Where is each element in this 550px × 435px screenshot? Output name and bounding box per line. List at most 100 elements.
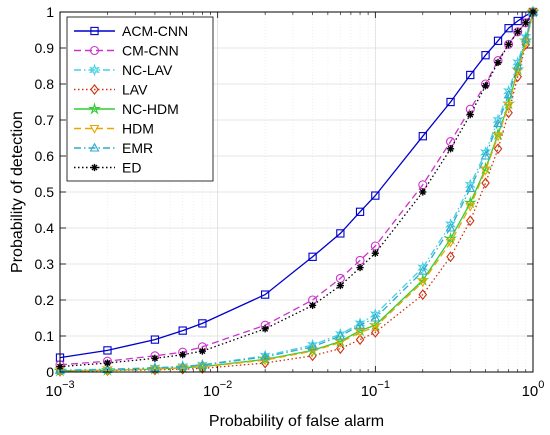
- data-point: [87, 102, 102, 115]
- y-tick-label: 0.4: [35, 220, 55, 236]
- data-point: [198, 347, 206, 355]
- series-emr: [55, 6, 538, 375]
- data-point: [355, 207, 365, 216]
- data-point: [480, 150, 491, 160]
- data-point: [355, 319, 365, 329]
- series-layer: [53, 5, 540, 377]
- data-point: [504, 40, 513, 48]
- data-point: [480, 166, 491, 176]
- x-tick-exponent: −2: [220, 379, 233, 391]
- data-point: [493, 132, 503, 142]
- data-point: [493, 36, 503, 45]
- x-tick-label: 10−3: [45, 379, 74, 400]
- data-point: [308, 252, 317, 261]
- legend-item-cm-cnn: CM-CNN: [74, 43, 179, 59]
- data-point: [494, 58, 502, 66]
- star-stroke: [179, 351, 186, 358]
- y-axis-label: Probability of detection: [9, 111, 26, 273]
- data-point: [260, 290, 270, 299]
- data-point: [522, 19, 530, 27]
- y-tick-label: 0.9: [35, 40, 55, 56]
- star-stroke: [514, 28, 521, 35]
- data-point: [151, 354, 159, 362]
- legend-label: NC-LAV: [122, 62, 173, 78]
- legend-item-emr: EMR: [74, 140, 153, 156]
- data-point: [417, 278, 428, 288]
- data-point: [356, 264, 364, 272]
- data-point: [90, 84, 99, 95]
- x-axis-label: Probability of false alarm: [209, 413, 384, 430]
- x-tick-exponent: −3: [62, 379, 75, 391]
- data-point: [514, 28, 522, 36]
- data-point: [90, 163, 99, 172]
- series-line: [59, 11, 534, 372]
- data-point: [90, 26, 99, 36]
- legend-label: HDM: [122, 121, 154, 137]
- legend-label: LAV: [122, 82, 148, 98]
- data-point: [504, 24, 513, 33]
- data-point: [481, 51, 490, 60]
- data-point: [503, 89, 514, 99]
- data-point: [445, 238, 456, 248]
- series-line: [59, 11, 534, 372]
- y-tick-label: 0.3: [35, 256, 55, 272]
- star-stroke: [419, 188, 426, 196]
- star-stroke: [482, 82, 489, 89]
- star-stroke: [505, 41, 512, 48]
- data-point: [260, 351, 271, 361]
- data-point: [446, 251, 455, 263]
- data-point: [370, 312, 381, 322]
- data-point: [481, 177, 490, 189]
- data-point: [150, 335, 160, 344]
- series-line: [59, 11, 534, 372]
- y-tick-label: 0.5: [35, 184, 55, 200]
- data-point: [465, 202, 476, 212]
- data-point: [371, 191, 380, 200]
- data-point: [417, 265, 428, 275]
- data-point: [419, 188, 427, 196]
- legend-box: [66, 16, 214, 182]
- data-point: [177, 364, 188, 374]
- data-point: [445, 222, 456, 232]
- x-tick-label: 10−1: [361, 379, 390, 400]
- y-tick-label: 0: [46, 364, 54, 380]
- legend-label: ED: [122, 160, 141, 176]
- star-stroke: [357, 264, 364, 271]
- y-tick-label: 0.8: [35, 76, 55, 92]
- star-stroke: [447, 145, 454, 152]
- data-point: [261, 325, 269, 333]
- data-point: [418, 132, 427, 141]
- star-stroke: [199, 348, 206, 355]
- data-point: [480, 146, 491, 159]
- y-tick-label: 0.1: [35, 328, 55, 344]
- legend-item-hdm: HDM: [74, 121, 154, 137]
- legend-item-nc-lav: NC-LAV: [74, 62, 173, 78]
- data-point: [103, 346, 112, 355]
- data-point: [89, 124, 100, 134]
- data-point: [503, 102, 514, 111]
- x-tick-label: 100: [522, 379, 545, 400]
- legend-item-nc-hdm: NC-HDM: [74, 101, 179, 117]
- data-point: [179, 351, 187, 359]
- star-stroke: [522, 19, 529, 26]
- data-point: [512, 56, 524, 69]
- legend-label: CM-CNN: [122, 43, 179, 59]
- data-point: [466, 111, 474, 119]
- data-point: [512, 60, 523, 70]
- data-point: [513, 27, 523, 37]
- legend-item-ed: ED: [74, 160, 141, 176]
- star-stroke: [91, 164, 98, 171]
- data-point: [336, 229, 345, 238]
- data-point: [197, 359, 208, 369]
- data-point: [198, 319, 207, 328]
- data-point: [89, 45, 100, 56]
- data-point: [513, 16, 522, 26]
- data-point: [513, 71, 523, 83]
- legend: ACM-CNN CM-CNN NC-LAV LAV NC-HDM HDM EMR ED: [66, 16, 214, 182]
- data-point: [371, 249, 379, 257]
- legend-item-lav: LAV: [74, 82, 148, 98]
- star-stroke: [151, 355, 158, 362]
- y-tick-label: 0.6: [35, 148, 55, 164]
- data-point: [481, 82, 490, 90]
